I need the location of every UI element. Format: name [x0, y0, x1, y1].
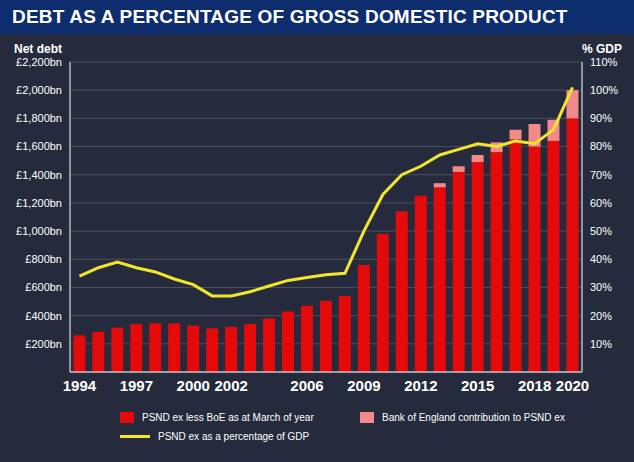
svg-text:60%: 60%	[590, 197, 612, 209]
svg-text:20%: 20%	[590, 310, 612, 322]
html-text:PSND ex less BoE as at March o: PSND ex less BoE as at March of year	[142, 412, 314, 423]
svg-text:£1,600bn: £1,600bn	[16, 140, 62, 152]
svg-text:2006: 2006	[290, 377, 323, 394]
html-text:DEBT AS A PERCENTAGE OF GROSS: DEBT AS A PERCENTAGE OF GROSS DOMESTIC P…	[12, 6, 568, 27]
svg-text:£600bn: £600bn	[25, 281, 62, 293]
svg-text:2002: 2002	[214, 377, 247, 394]
svg-text:2009: 2009	[347, 377, 380, 394]
svg-text:90%: 90%	[590, 112, 612, 124]
svg-text:£1,000bn: £1,000bn	[16, 225, 62, 237]
svg-text:£200bn: £200bn	[25, 338, 62, 350]
svg-text:40%: 40%	[590, 253, 612, 265]
html-text:Bank of England contribution t: Bank of England contribution to PSND ex	[382, 412, 565, 423]
svg-text:80%: 80%	[590, 140, 612, 152]
svg-text:2020: 2020	[556, 377, 589, 394]
svg-text:£800bn: £800bn	[25, 253, 62, 265]
svg-text:10%: 10%	[590, 338, 612, 350]
svg-text:1994: 1994	[63, 377, 97, 394]
svg-text:£1,400bn: £1,400bn	[16, 169, 62, 181]
svg-text:70%: 70%	[590, 169, 612, 181]
svg-text:£2,000bn: £2,000bn	[16, 84, 62, 96]
svg-text:2018: 2018	[518, 377, 551, 394]
svg-text:2012: 2012	[404, 377, 437, 394]
svg-text:£1,800bn: £1,800bn	[16, 112, 62, 124]
svg-text:£400bn: £400bn	[25, 310, 62, 322]
html-text:Net debt: Net debt	[14, 42, 62, 56]
svg-text:100%: 100%	[590, 84, 618, 96]
svg-text:30%: 30%	[590, 281, 612, 293]
svg-text:50%: 50%	[590, 225, 612, 237]
svg-text:£2,200bn: £2,200bn	[16, 56, 62, 68]
html-text:PSND ex as a percentage of GDP: PSND ex as a percentage of GDP	[158, 431, 310, 442]
svg-text:2000: 2000	[177, 377, 210, 394]
svg-text:£1,200bn: £1,200bn	[16, 197, 62, 209]
svg-text:1997: 1997	[120, 377, 153, 394]
svg-text:110%: 110%	[590, 56, 618, 68]
svg-text:2015: 2015	[461, 377, 494, 394]
html-text:% GDP: % GDP	[582, 42, 622, 56]
